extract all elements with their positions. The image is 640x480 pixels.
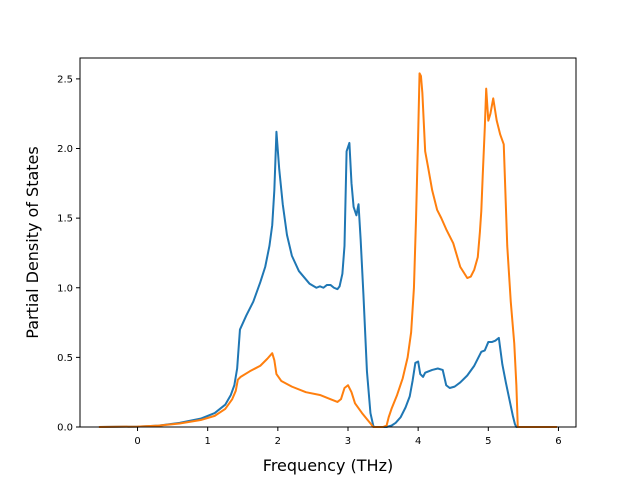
y-tick-label: 0.5 [57, 353, 73, 364]
x-axis-label: Frequency (THz) [263, 456, 393, 475]
x-tick-label: 1 [204, 436, 210, 447]
y-tick-label: 2.5 [57, 74, 73, 85]
y-tick-label: 2.0 [57, 144, 73, 155]
x-tick-label: 0 [134, 436, 140, 447]
x-tick-label: 3 [345, 436, 351, 447]
x-tick-label: 5 [485, 436, 491, 447]
x-axis-ticks: 0 1 2 3 4 5 6 [134, 427, 562, 447]
y-axis-label: Partial Density of States [23, 146, 42, 338]
pdos-series-line-2 [98, 72, 558, 428]
pdos-series-line-1 [98, 130, 558, 428]
y-tick-label: 1.5 [57, 214, 73, 225]
x-tick-label: 4 [415, 436, 421, 447]
x-tick-label: 2 [275, 436, 281, 447]
y-tick-label: 1.0 [57, 283, 73, 294]
y-axis-ticks: 0.0 0.5 1.0 1.5 2.0 2.5 [57, 74, 80, 434]
x-tick-label: 6 [555, 436, 561, 447]
series-layer [98, 72, 558, 428]
y-tick-label: 0.0 [57, 423, 73, 434]
axes-frame [79, 57, 577, 428]
plot-area [79, 57, 577, 428]
